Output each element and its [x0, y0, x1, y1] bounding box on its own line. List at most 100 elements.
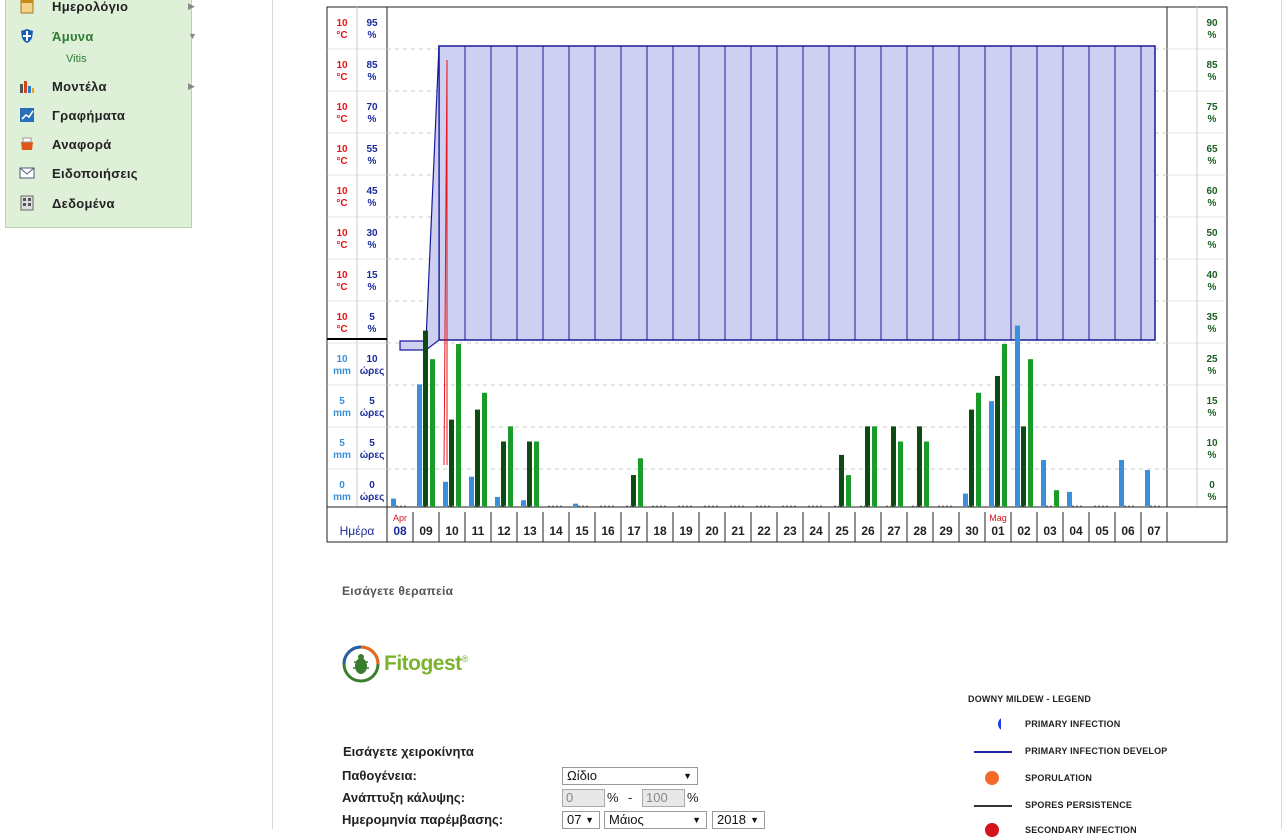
- treatment-title: Εισάγετε θεραπεία: [342, 584, 454, 598]
- dropdown-arrow-icon: ▼: [683, 771, 692, 781]
- hours-dark-bar: [891, 426, 896, 507]
- fitogest-logo[interactable]: Fitogest ®: [342, 645, 468, 683]
- sidebar-item-defense[interactable]: Άμυνα ▼: [18, 25, 197, 47]
- day-tick-label: 14: [549, 524, 563, 538]
- hours-tick-label: 0: [369, 480, 375, 491]
- legend-label: PRIMARY INFECTION: [1025, 719, 1121, 729]
- line-chart-icon: [18, 106, 36, 124]
- day-tick-label: 06: [1121, 524, 1135, 538]
- day-tick-label: 16: [601, 524, 615, 538]
- right-tick-label: 65: [1206, 144, 1218, 155]
- pathogen-select[interactable]: Ωίδιο ▼: [562, 767, 698, 785]
- temp-unit-label: °C: [336, 72, 347, 83]
- year-select[interactable]: 2018 ▼: [712, 811, 765, 829]
- hours-green-bar: [482, 392, 487, 507]
- hours-green-bar: [846, 475, 851, 507]
- pathogen-value: Ωίδιο: [567, 768, 597, 783]
- primary-infection-dot-icon: [968, 714, 1014, 734]
- humidity-tick-label: 85: [366, 60, 378, 71]
- coverage-from-input[interactable]: 0: [562, 789, 605, 807]
- right-tick-label: 25: [1206, 354, 1218, 365]
- chevron-right-icon[interactable]: ▶: [188, 0, 195, 11]
- bug-logo-icon: [342, 645, 380, 683]
- hours-dark-bar: [631, 475, 636, 507]
- humidity-unit-label: %: [368, 30, 377, 41]
- day-tick-label: 25: [835, 524, 849, 538]
- sidebar-item-calendar[interactable]: Ημερολόγιο ▶: [18, 0, 195, 17]
- rain-bar: [443, 481, 448, 507]
- right-unit-label: %: [1208, 240, 1217, 251]
- hours-green-bar: [898, 441, 903, 507]
- humidity-unit-label: %: [368, 72, 377, 83]
- sidebar-item-charts[interactable]: Γραφήματα: [18, 104, 125, 126]
- rain-unit-label: mm: [333, 366, 351, 377]
- right-unit-label: %: [1208, 72, 1217, 83]
- hours-dark-bar: [969, 409, 974, 507]
- humidity-unit-label: %: [368, 156, 377, 167]
- coverage-to-unit: %: [687, 790, 699, 805]
- infection-marker-line: [443, 59, 448, 466]
- hours-green-bar: [1028, 359, 1033, 507]
- day-select[interactable]: 07 ▼: [562, 811, 600, 829]
- rain-bar: [417, 384, 422, 507]
- day-tick-label: 22: [757, 524, 771, 538]
- rain-unit-label: mm: [333, 408, 351, 419]
- hours-tick-label: 5: [369, 396, 375, 407]
- humidity-tick-label: 30: [366, 228, 378, 239]
- sidebar-item-models[interactable]: Μοντέλα ▶: [18, 75, 195, 97]
- data-icon: [18, 194, 36, 212]
- manual-form-title: Εισάγετε χειροκίνητα: [343, 744, 474, 759]
- hours-green-bar: [924, 441, 929, 507]
- legend-title: DOWNY MILDEW - LEGEND: [968, 694, 1092, 704]
- chevron-right-icon[interactable]: ▶: [188, 80, 195, 91]
- sidebar-item-data[interactable]: Δεδομένα: [18, 192, 115, 214]
- rain-tick-label: 10: [336, 354, 348, 365]
- hours-green-bar: [1002, 344, 1007, 507]
- day-tick-label: 07: [1147, 524, 1161, 538]
- legend-label: SECONDARY INFECTION: [1025, 825, 1137, 835]
- right-unit-label: %: [1208, 114, 1217, 125]
- secondary-infection-dot-icon: [968, 820, 1014, 840]
- day-tick-label: 28: [913, 524, 927, 538]
- right-unit-label: %: [1208, 450, 1217, 461]
- day-tick-label: 30: [965, 524, 979, 538]
- humidity-tick-label: 5: [369, 312, 375, 323]
- legend-item: SPORES PERSISTENCE: [968, 795, 1228, 815]
- humidity-tick-label: 15: [366, 270, 378, 281]
- month-select[interactable]: Μάιος ▼: [604, 811, 707, 829]
- hours-green-bar: [1054, 490, 1059, 507]
- hours-dark-bar: [423, 330, 428, 507]
- envelope-icon: [18, 164, 36, 182]
- sidebar-item-report[interactable]: Αναφορά: [18, 133, 112, 155]
- temp-unit-label: °C: [336, 156, 347, 167]
- rain-tick-label: 5: [339, 438, 345, 449]
- spores-persistence-line-icon: [968, 795, 1014, 815]
- humidity-tick-label: 55: [366, 144, 378, 155]
- sidebar-item-notifications[interactable]: Ειδοποιήσεις: [18, 162, 138, 184]
- hours-dark-bar: [501, 441, 506, 507]
- right-tick-label: 35: [1206, 312, 1218, 323]
- sidebar-subitem-vitis[interactable]: Vitis: [66, 53, 87, 65]
- day-tick-label: 12: [497, 524, 511, 538]
- dropdown-arrow-icon: ▼: [585, 815, 594, 825]
- temp-unit-label: °C: [336, 30, 347, 41]
- legend-item: PRIMARY INFECTION: [968, 714, 1228, 734]
- year-value: 2018: [717, 812, 746, 827]
- rain-bar: [1145, 470, 1150, 507]
- coverage-from-unit: %: [607, 790, 619, 805]
- hours-unit-label: ώρες: [360, 366, 385, 377]
- hours-dark-bar: [839, 454, 844, 507]
- content-divider: [272, 0, 273, 829]
- content-divider-right: [1281, 0, 1282, 829]
- temp-tick-label: 10: [336, 270, 348, 281]
- chevron-down-icon[interactable]: ▼: [188, 31, 197, 41]
- day-tick-label: 20: [705, 524, 719, 538]
- coverage-to-input[interactable]: 100: [642, 789, 685, 807]
- temp-unit-label: °C: [336, 240, 347, 251]
- legend-label: SPORULATION: [1025, 773, 1093, 783]
- right-tick-label: 85: [1206, 60, 1218, 71]
- report-icon: [18, 135, 36, 153]
- pathogen-label: Παθογένεια:: [342, 768, 417, 783]
- day-tick-label: 01: [991, 524, 1005, 538]
- temp-tick-label: 10: [336, 60, 348, 71]
